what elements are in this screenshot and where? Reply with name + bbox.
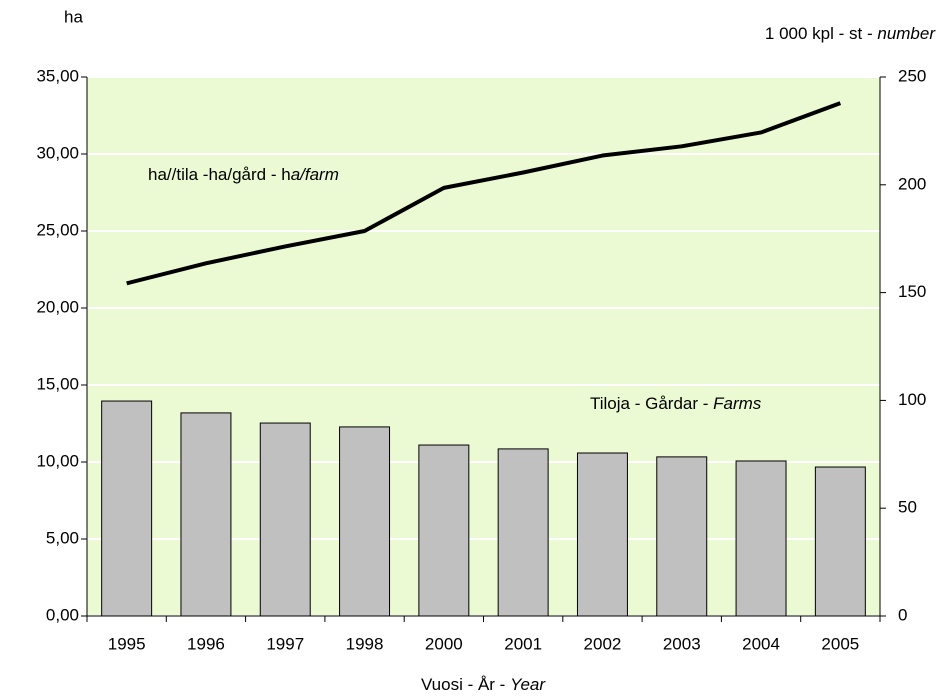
bar (339, 426, 391, 617)
x-tick-label: 2005 (821, 634, 859, 653)
y-tick-label: 15,00 (36, 374, 79, 393)
y2-tick-label: 0 (898, 605, 907, 624)
y2-tick-label: 100 (898, 390, 926, 409)
x-tick-label: 1998 (346, 634, 384, 653)
bar-label: Tiloja - Gårdar - Farms (590, 394, 762, 413)
y2-tick-label: 200 (898, 174, 926, 193)
x-tick-label: 1995 (108, 634, 146, 653)
y-axis-label: ha (64, 7, 83, 26)
x-tick-label: 2002 (584, 634, 622, 653)
x-axis-label-part: Vuosi - År - (421, 675, 510, 694)
y2-tick-label: 50 (898, 498, 917, 517)
x-tick-label: 2001 (504, 634, 542, 653)
y-tick-label: 20,00 (36, 297, 79, 316)
bar (576, 452, 628, 617)
bar-label-italic: Farms (713, 394, 762, 413)
y-tick-label: 30,00 (36, 143, 79, 162)
bar (656, 456, 708, 617)
bar-label-part: Tiloja - Gårdar - (590, 394, 713, 413)
x-tick-label: 1997 (266, 634, 304, 653)
x-tick-label: 1996 (187, 634, 225, 653)
y2-axis-label-italic: number (877, 24, 936, 43)
y-tick-label: 5,00 (46, 528, 79, 547)
x-tick-label: 2004 (742, 634, 780, 653)
y2-tick-label: 250 (898, 66, 926, 85)
bar (101, 400, 153, 617)
bar (259, 422, 311, 617)
line-label-italic: a/farm (291, 165, 339, 184)
bar (735, 460, 787, 617)
y2-axis-label-part: 1 000 kpl - st - (765, 24, 877, 43)
y2-axis-label: 1 000 kpl - st - number (765, 24, 936, 43)
bar (180, 412, 232, 617)
y2-tick-label: 150 (898, 282, 926, 301)
line-label: ha//tila -ha/gård - ha/farm (148, 165, 339, 184)
x-axis-label-italic: Year (510, 675, 546, 694)
x-tick-label: 2000 (425, 634, 463, 653)
y-tick-label: 35,00 (36, 66, 79, 85)
y-tick-label: 0,00 (46, 605, 79, 624)
bar (497, 448, 549, 617)
line (126, 101, 842, 286)
y-tick-label: 10,00 (36, 451, 79, 470)
x-tick-label: 2003 (663, 634, 701, 653)
line-label-part: ha//tila -ha/gård - h (148, 165, 291, 184)
bar (418, 444, 470, 617)
bar (814, 466, 866, 617)
x-axis-label: Vuosi - År - Year (421, 675, 546, 694)
y-tick-label: 25,00 (36, 220, 79, 239)
